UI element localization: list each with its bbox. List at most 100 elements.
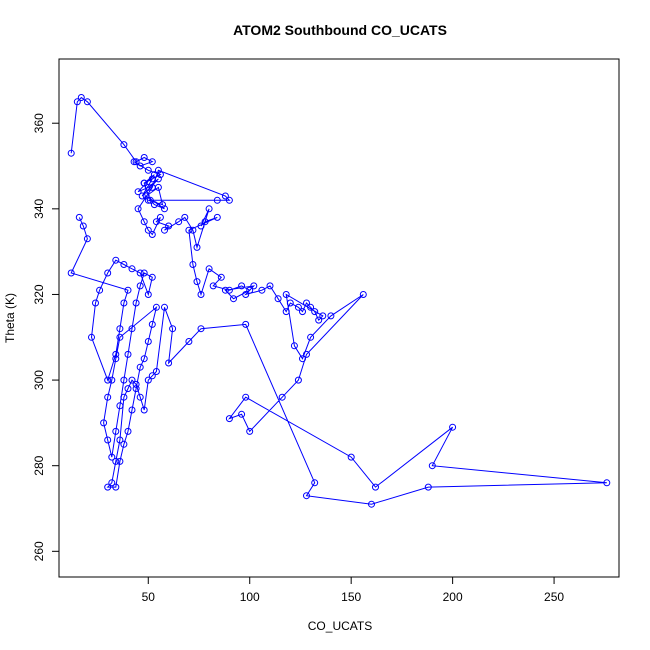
data-point [165,359,173,367]
x-tick-label: 200 [443,590,463,604]
data-point [299,308,306,316]
data-point [299,355,306,363]
data-point [152,303,160,311]
data-point [449,423,457,431]
data-point [148,320,156,328]
data-point [319,312,327,320]
data-point [120,299,128,307]
data-point [136,363,144,371]
data-point [238,282,246,290]
data-point [144,183,152,191]
data-point [303,492,310,500]
data-point [311,308,319,316]
data-point [136,162,144,170]
data-point [128,325,136,333]
data-point [144,338,152,345]
data-point [112,457,120,465]
x-tick-label: 100 [240,590,260,604]
y-tick-label: 280 [32,455,46,475]
x-axis-label: CO_UCATS [308,619,372,633]
data-point [274,295,282,303]
data-point [213,196,221,204]
data-point [242,393,250,401]
data-point [112,355,120,363]
data-point [116,457,124,465]
data-point [120,376,128,384]
data-point [104,376,112,384]
data-point [136,282,144,290]
data-point [140,406,148,414]
data-point [282,291,290,298]
data-point [116,436,124,444]
y-tick-label: 260 [32,541,46,561]
data-point [428,462,436,470]
data-point [144,376,152,384]
y-tick-label: 300 [32,370,46,390]
data-point [108,376,116,384]
data-point [152,368,160,375]
data-point [134,205,142,213]
data-point [372,483,379,491]
data-point [201,218,209,226]
series-layer [67,94,611,508]
y-axis-label: Theta (K) [3,293,17,343]
data-point [116,402,124,410]
chart-title: ATOM2 Southbound CO_UCATS [233,22,447,38]
data-point [150,201,158,209]
data-point [104,483,112,491]
data-point [603,479,611,487]
data-point [205,205,213,213]
data-point [185,226,193,234]
data-point [136,393,144,401]
data-point [225,415,233,423]
data-point [294,376,302,384]
data-point [144,166,152,174]
data-point [286,299,294,307]
data-point [108,453,116,461]
series-line [70,96,607,505]
data-point [221,192,229,200]
data-point [128,376,136,384]
data-point [282,308,290,316]
data-point [88,333,95,341]
data-point [303,299,310,307]
data-point [169,325,177,333]
data-point [315,316,323,324]
y-axis: 260 280 300 320 340 360 [32,113,60,561]
y-tick-label: 360 [32,113,46,133]
data-point [120,440,128,448]
data-point [154,175,162,183]
data-point [150,171,158,179]
data-point [197,291,205,298]
data-point [193,243,201,251]
x-tick-label: 50 [142,590,156,604]
data-point [104,269,112,277]
data-point [246,286,254,294]
data-point [120,393,128,401]
data-point [83,98,91,106]
data-point [140,179,148,187]
data-point [96,286,104,294]
data-point [67,149,75,157]
data-point [368,500,375,508]
data-point [124,286,132,294]
x-tick-label: 250 [544,590,564,604]
data-point [83,235,91,243]
data-point [154,166,162,174]
data-point [258,286,266,294]
data-point [124,427,132,435]
data-point [189,261,197,268]
data-point [112,256,120,264]
data-point [148,183,156,191]
data-point [307,333,315,341]
data-point [185,338,193,345]
x-axis: 50 100 150 200 250 [142,576,564,604]
data-point [79,222,87,230]
data-point [136,269,144,277]
data-point [132,158,140,166]
data-point [132,299,140,307]
data-point [311,479,319,487]
data-point [197,222,205,230]
data-point [303,350,310,358]
data-point [175,218,183,226]
